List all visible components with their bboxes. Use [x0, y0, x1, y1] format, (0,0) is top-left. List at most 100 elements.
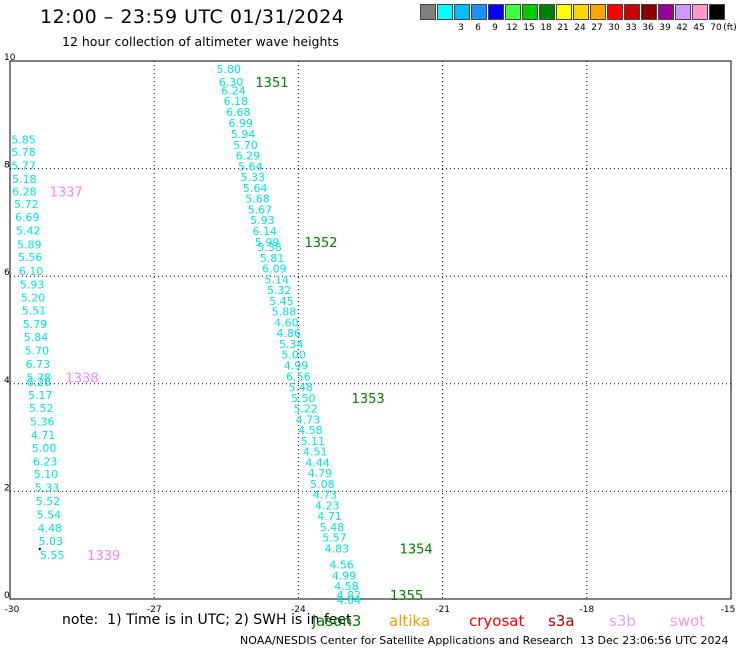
- color-scale-label: 39: [659, 23, 671, 33]
- wave-height-value: 5.33: [240, 171, 265, 184]
- wave-height-value: 6.10: [19, 265, 44, 278]
- wave-height-value: 5.72: [14, 198, 39, 211]
- wave-height-value: 6.29: [236, 150, 261, 163]
- wave-height-value: 5.54: [37, 509, 62, 522]
- wave-height-value: 5.93: [250, 214, 275, 227]
- wave-height-value: 6.14: [253, 225, 278, 238]
- color-swatch: [573, 4, 589, 20]
- wave-height-value: 4.56: [329, 559, 354, 572]
- wave-height-value: 6.68: [226, 106, 251, 119]
- color-scale-label: 45: [693, 23, 705, 33]
- color-scale-label: 42: [676, 23, 688, 33]
- wave-height-value: 5.80: [216, 63, 241, 76]
- satellite-legend-item: altika: [389, 612, 431, 630]
- color-swatch: [488, 4, 504, 20]
- wave-height-value: 5.93: [20, 278, 45, 291]
- wave-height-value: 5.22: [293, 403, 318, 416]
- wave-height-value: 4.73: [313, 489, 338, 502]
- plot-frame: [9, 60, 732, 600]
- pass-time-label: 1352: [304, 236, 337, 251]
- wave-height-value: 6.26: [27, 376, 52, 389]
- pass-time-label: 1339: [87, 549, 120, 564]
- color-swatch: [658, 4, 674, 20]
- wave-height-value: 4.79: [308, 467, 333, 480]
- x-tick-label: -27: [147, 605, 162, 615]
- wave-height-value: 4.64: [337, 594, 362, 607]
- pass-time-label: 1338: [66, 371, 99, 386]
- wave-height-value: 5.33: [35, 482, 60, 495]
- color-scale-label: 3: [458, 23, 464, 33]
- wave-height-value: 5.56: [18, 251, 43, 264]
- wave-height-value: 5.52: [36, 495, 61, 508]
- footer-credit: NOAA/NESDIS Center for Satellite Applica…: [240, 634, 574, 647]
- pass-time-label: 1353: [352, 392, 385, 407]
- color-swatch: [607, 4, 623, 20]
- wave-height-value: 4.58: [334, 580, 359, 593]
- wave-height-value: 5.85: [11, 134, 36, 147]
- color-scale-unit: (ft): [723, 23, 737, 33]
- color-swatch: [454, 4, 470, 20]
- wave-height-value: 4.58: [298, 424, 323, 437]
- y-tick-label: 4: [4, 376, 10, 386]
- y-tick-label: 6: [4, 268, 10, 278]
- color-swatch: [641, 4, 657, 20]
- wave-height-value: 5.11: [301, 435, 326, 448]
- wave-height-value: 5.00: [32, 442, 57, 455]
- color-scale-label: 33: [625, 23, 637, 33]
- wave-height-value: 5.57: [322, 532, 347, 545]
- y-tick-label: 8: [4, 161, 10, 171]
- wave-height-value: 5.84: [24, 331, 49, 344]
- wave-height-value: 5.88: [272, 306, 297, 319]
- wave-height-value: 5.89: [17, 238, 42, 251]
- pass-time-label: 1337: [50, 186, 83, 201]
- satellite-legend-item: s3a: [548, 612, 575, 630]
- color-swatch: [437, 4, 453, 20]
- wave-height-value: 6.09: [262, 263, 287, 276]
- footer-timestamp: 13 Dec 23:06:56 UTC 2024: [580, 634, 729, 647]
- wave-height-value: 4.44: [305, 456, 330, 469]
- pass-time-label: 1351: [255, 76, 288, 91]
- wave-height-value: 4.82: [337, 589, 362, 602]
- wave-height-value: 4.51: [303, 446, 328, 459]
- wave-height-value: 5.08: [310, 478, 335, 491]
- color-scale-label: 15: [523, 23, 535, 33]
- wave-height-value: 4.86: [277, 327, 302, 340]
- wave-height-value: 4.71: [31, 429, 56, 442]
- color-scale-label: 36: [642, 23, 654, 33]
- wave-height-value: 5.70: [233, 139, 258, 152]
- wave-height-value: 6.24: [221, 85, 246, 98]
- color-scale-label: 9: [492, 23, 498, 33]
- wave-height-value: 5.67: [248, 203, 273, 216]
- color-swatch: [420, 4, 436, 20]
- wave-height-value: 6.18: [224, 95, 249, 108]
- wave-height-value: 5.70: [25, 344, 50, 357]
- wave-height-value: 5.51: [22, 305, 47, 318]
- wave-height-value: 5.50: [291, 392, 316, 405]
- x-tick-label: -24: [291, 605, 306, 615]
- wave-height-value: 5.36: [30, 415, 55, 428]
- data-marker: [38, 547, 42, 551]
- wave-height-value: 4.83: [325, 542, 350, 555]
- wave-height-value: 6.69: [15, 211, 40, 224]
- satellite-legend-item: swot: [670, 612, 706, 630]
- color-scale-label: 18: [540, 23, 552, 33]
- wave-height-value: 4.99: [284, 360, 309, 373]
- pass-time-label: 1355: [390, 589, 423, 604]
- wave-height-value: 6.56: [286, 370, 311, 383]
- wave-height-value: 5.00: [281, 349, 306, 362]
- wave-height-value: 5.32: [267, 284, 292, 297]
- wave-height-value: 6.23: [33, 455, 58, 468]
- wave-height-value: 6.73: [26, 358, 51, 371]
- color-swatch: [539, 4, 555, 20]
- footer-note: note: 1) Time is in UTC; 2) SWH is in fe…: [62, 612, 352, 628]
- wave-height-value: 5.14: [265, 273, 290, 286]
- wave-height-value: 4.73: [296, 413, 321, 426]
- x-tick-label: -15: [721, 605, 736, 615]
- x-tick-label: -21: [435, 605, 450, 615]
- color-scale-label: 21: [557, 23, 569, 33]
- wave-height-value: 5.17: [28, 389, 53, 402]
- wave-height-value: 4.99: [332, 569, 357, 582]
- x-tick-label: -30: [5, 605, 20, 615]
- wave-height-value: 4.23: [315, 499, 340, 512]
- wave-height-value: 5.79: [23, 318, 48, 331]
